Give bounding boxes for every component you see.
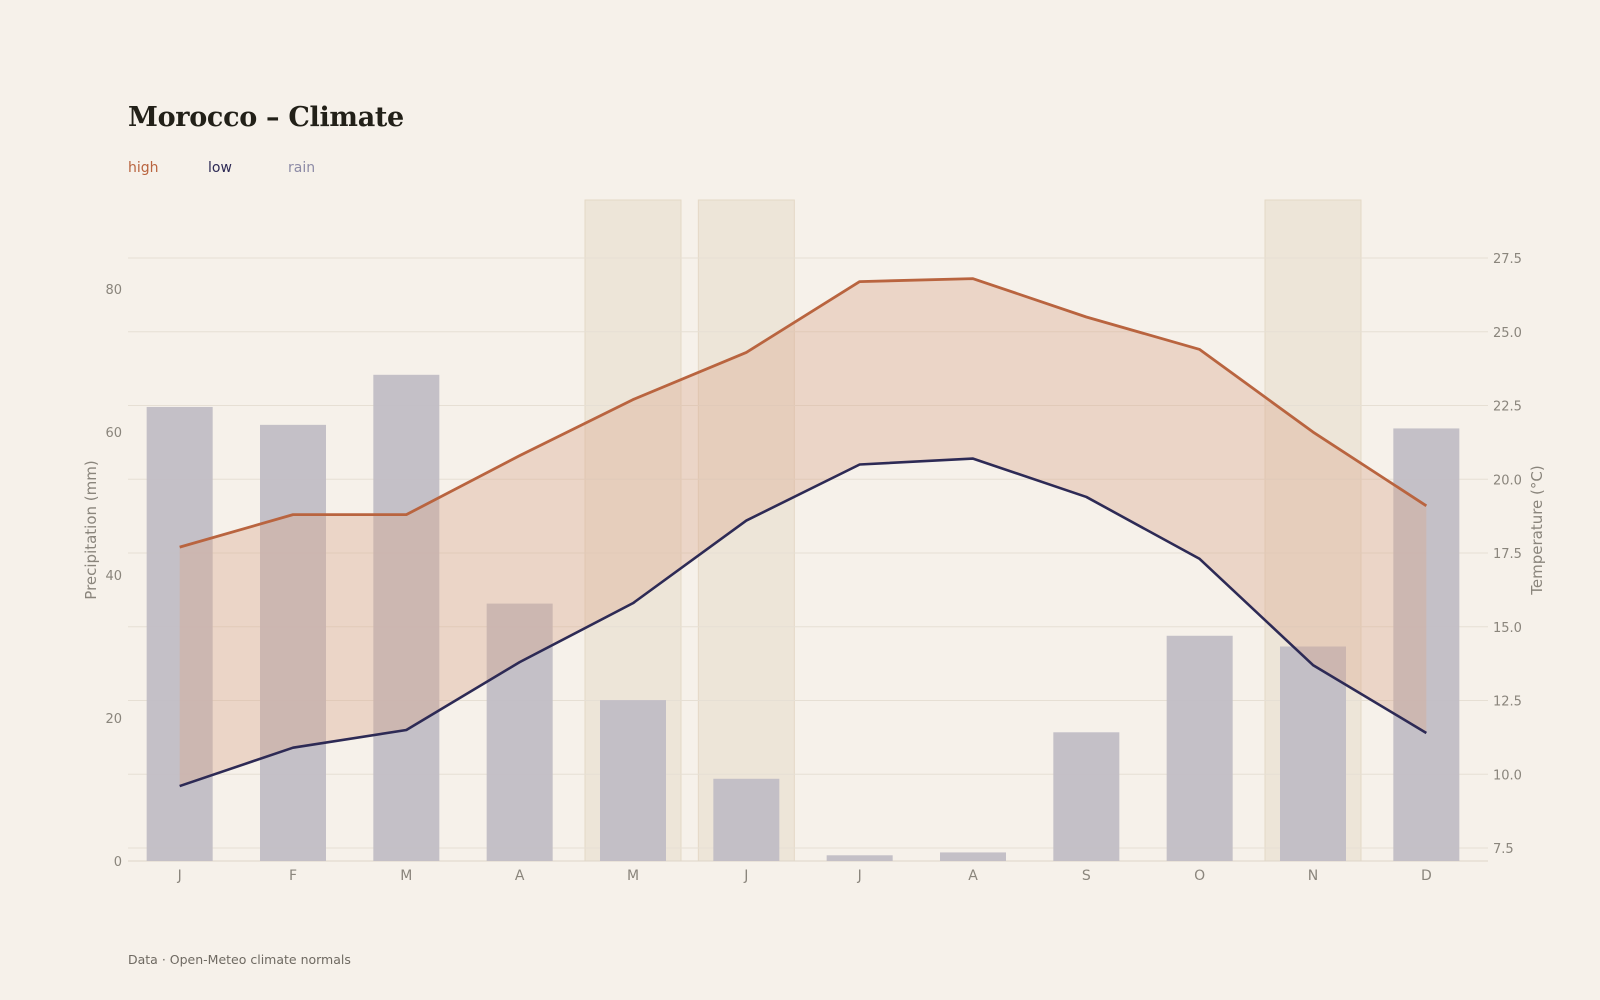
x-tick-label: M xyxy=(627,868,639,884)
y-left-tick-label: 20 xyxy=(105,712,122,727)
temperature-band xyxy=(179,278,1427,787)
high-temperature-line xyxy=(179,277,1428,549)
x-tick-label: J xyxy=(177,868,182,884)
y-left-tick-label: 0 xyxy=(114,855,122,870)
rain-bar xyxy=(1053,732,1120,861)
x-tick-label: D xyxy=(1421,868,1432,884)
rain-bar xyxy=(373,374,440,861)
x-tick-label: J xyxy=(857,868,862,884)
y-right-tick-label: 25.0 xyxy=(1493,326,1522,341)
temperature-lines xyxy=(179,277,1428,788)
rain-bar xyxy=(1280,646,1346,861)
rain-bar xyxy=(600,700,666,861)
x-tick-label: A xyxy=(968,868,978,884)
y-left-axis-title: Precipitation (mm) xyxy=(82,460,100,599)
y-right-tick-label: 15.0 xyxy=(1493,621,1522,636)
rain-bar xyxy=(486,603,553,861)
legend-item-rain: rain xyxy=(288,160,316,176)
source-note: Data · Open-Meteo climate normals xyxy=(128,952,351,967)
y-right-tick-label: 17.5 xyxy=(1493,547,1522,562)
axes: Precipitation (mm) Temperature (°C) 0 20 4… xyxy=(82,252,1546,884)
rain-bar xyxy=(260,424,326,861)
grid-lines xyxy=(128,257,1488,862)
y-left-tick-label: 80 xyxy=(105,283,122,298)
low-temperature-line xyxy=(179,457,1427,788)
y-right-tick-label: 10.0 xyxy=(1493,768,1522,783)
temperature-range-band xyxy=(179,278,1427,787)
rain-bar xyxy=(713,778,780,861)
y-left-tick-label: 40 xyxy=(105,569,122,584)
x-tick-label: J xyxy=(743,868,748,884)
y-right-tick-label: 27.5 xyxy=(1493,252,1522,267)
rain-bar xyxy=(1393,428,1460,861)
x-tick-label: N xyxy=(1308,868,1318,884)
y-right-tick-label: 20.0 xyxy=(1493,473,1522,488)
rain-bar xyxy=(940,852,1006,861)
x-tick-label: M xyxy=(400,868,412,884)
y-right-tick-label: 12.5 xyxy=(1493,695,1522,710)
x-tick-label: O xyxy=(1194,868,1205,884)
x-tick-label: F xyxy=(289,868,297,884)
highlight-column-5 xyxy=(697,199,795,862)
rain-bar xyxy=(1166,635,1233,861)
legend-item-low: low xyxy=(208,160,232,176)
y-left-tick-label: 60 xyxy=(105,426,122,441)
legend-item-high: high xyxy=(128,160,159,176)
rain-bars xyxy=(146,374,1460,861)
y-right-tick-label: 7.5 xyxy=(1493,842,1514,857)
chart-title: Morocco – Climate xyxy=(128,102,404,133)
rain-bar xyxy=(826,855,893,861)
x-tick-label: S xyxy=(1082,868,1091,884)
y-right-axis-title: Temperature (°C) xyxy=(1528,465,1546,595)
y-right-tick-label: 22.5 xyxy=(1493,400,1522,415)
x-tick-label: A xyxy=(515,868,525,884)
